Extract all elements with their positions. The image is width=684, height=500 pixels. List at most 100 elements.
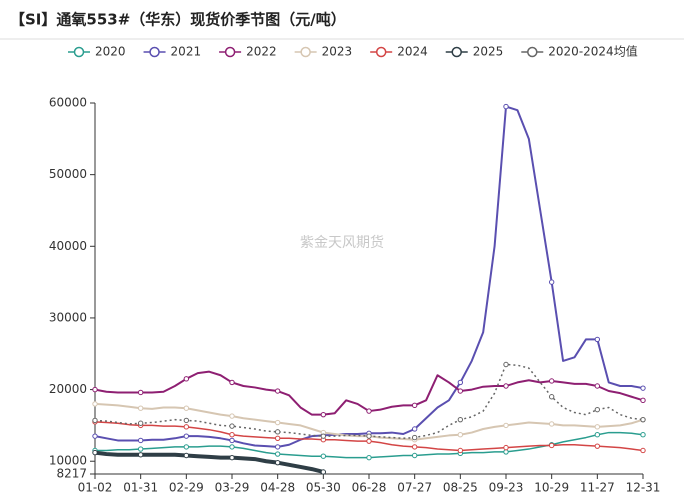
point-marker	[320, 453, 327, 459]
point-marker	[594, 336, 601, 343]
legend-marker	[224, 46, 236, 58]
point-marker	[229, 444, 235, 450]
point-marker	[274, 459, 281, 466]
point-marker	[183, 433, 190, 439]
point-marker	[274, 435, 281, 441]
point-marker	[183, 452, 190, 459]
legend-marker	[300, 46, 311, 58]
legend-marker	[149, 46, 160, 58]
point-marker	[92, 449, 98, 456]
point-marker	[320, 469, 327, 475]
point-marker	[366, 438, 372, 444]
y-tick-label: 50000	[49, 167, 87, 181]
point-marker	[320, 433, 327, 439]
point-marker	[548, 421, 555, 427]
point-marker	[274, 419, 281, 426]
point-marker	[594, 406, 601, 413]
point-marker	[411, 452, 418, 459]
point-marker	[640, 385, 646, 391]
point-marker	[503, 103, 509, 110]
point-marker	[594, 424, 601, 430]
point-marker	[229, 437, 235, 444]
point-marker	[548, 394, 555, 400]
point-marker	[229, 379, 235, 386]
point-marker	[229, 454, 235, 461]
legend-label: 2022	[246, 45, 277, 59]
x-tick-label: 09-23	[489, 481, 524, 495]
x-tick-label: 11-27	[580, 481, 615, 495]
y-tick-label: 10000	[49, 454, 87, 468]
point-marker	[503, 361, 509, 368]
point-marker	[594, 432, 601, 438]
point-marker	[274, 444, 281, 450]
series-line	[94, 105, 644, 448]
point-marker	[137, 420, 144, 426]
legend-label: 2021	[171, 45, 202, 59]
legend-marker	[375, 46, 387, 58]
point-marker	[503, 449, 509, 455]
legend-label: 2020-2024均值	[548, 44, 637, 59]
point-marker	[229, 432, 235, 438]
y-tick-label: 30000	[49, 310, 87, 324]
point-marker	[457, 379, 464, 386]
point-marker	[503, 444, 509, 451]
x-tick-label: 07-27	[397, 481, 432, 495]
point-marker	[137, 452, 144, 458]
legend-label: 2023	[322, 45, 353, 59]
point-marker	[503, 422, 509, 429]
x-tick-label: 05-30	[306, 481, 341, 495]
point-marker	[137, 389, 144, 396]
y-tick-label: 8217	[56, 467, 87, 481]
x-tick-label: 02-29	[169, 481, 204, 495]
point-marker	[594, 383, 601, 389]
point-marker	[183, 405, 190, 411]
watermark: 紫金天风期货	[300, 234, 384, 251]
point-marker	[457, 388, 464, 394]
point-marker	[640, 447, 646, 454]
point-marker	[411, 426, 418, 432]
point-marker	[183, 417, 190, 424]
point-marker	[411, 434, 418, 441]
point-marker	[548, 279, 555, 285]
point-marker	[137, 405, 144, 411]
point-marker	[640, 432, 646, 438]
point-marker	[594, 443, 601, 449]
point-marker	[366, 433, 372, 439]
x-tick-label: 12-31	[626, 481, 661, 495]
point-marker	[366, 408, 372, 414]
chart-title: 【SI】通氧553#（华东）现货价季节图（元/吨）	[10, 11, 346, 29]
x-tick-label: 08-25	[443, 481, 478, 495]
y-tick-label: 20000	[49, 382, 87, 396]
point-marker	[274, 388, 281, 394]
x-tick-label: 10-29	[534, 481, 569, 495]
legend-marker	[527, 46, 538, 58]
point-marker	[548, 378, 555, 384]
point-marker	[92, 417, 98, 424]
point-marker	[457, 432, 464, 438]
point-marker	[320, 411, 327, 418]
point-marker	[229, 413, 235, 419]
legend-label: 2020	[95, 45, 126, 59]
series-line	[94, 363, 644, 440]
point-marker	[92, 433, 98, 439]
point-marker	[457, 447, 464, 454]
legend-marker	[73, 46, 85, 58]
point-marker	[457, 416, 464, 423]
point-marker	[548, 442, 555, 449]
point-marker	[183, 444, 190, 450]
point-marker	[274, 429, 281, 435]
point-marker	[640, 397, 646, 404]
x-tick-label: 03-29	[215, 481, 250, 495]
point-marker	[92, 401, 98, 407]
point-marker	[411, 402, 418, 409]
point-marker	[137, 446, 144, 452]
point-marker	[366, 454, 372, 461]
point-marker	[183, 376, 190, 382]
point-marker	[92, 386, 98, 393]
point-marker	[183, 424, 190, 430]
y-tick-label: 40000	[49, 239, 87, 253]
point-marker	[274, 451, 281, 457]
point-marker	[229, 423, 235, 429]
x-tick-label: 04-28	[260, 481, 295, 495]
